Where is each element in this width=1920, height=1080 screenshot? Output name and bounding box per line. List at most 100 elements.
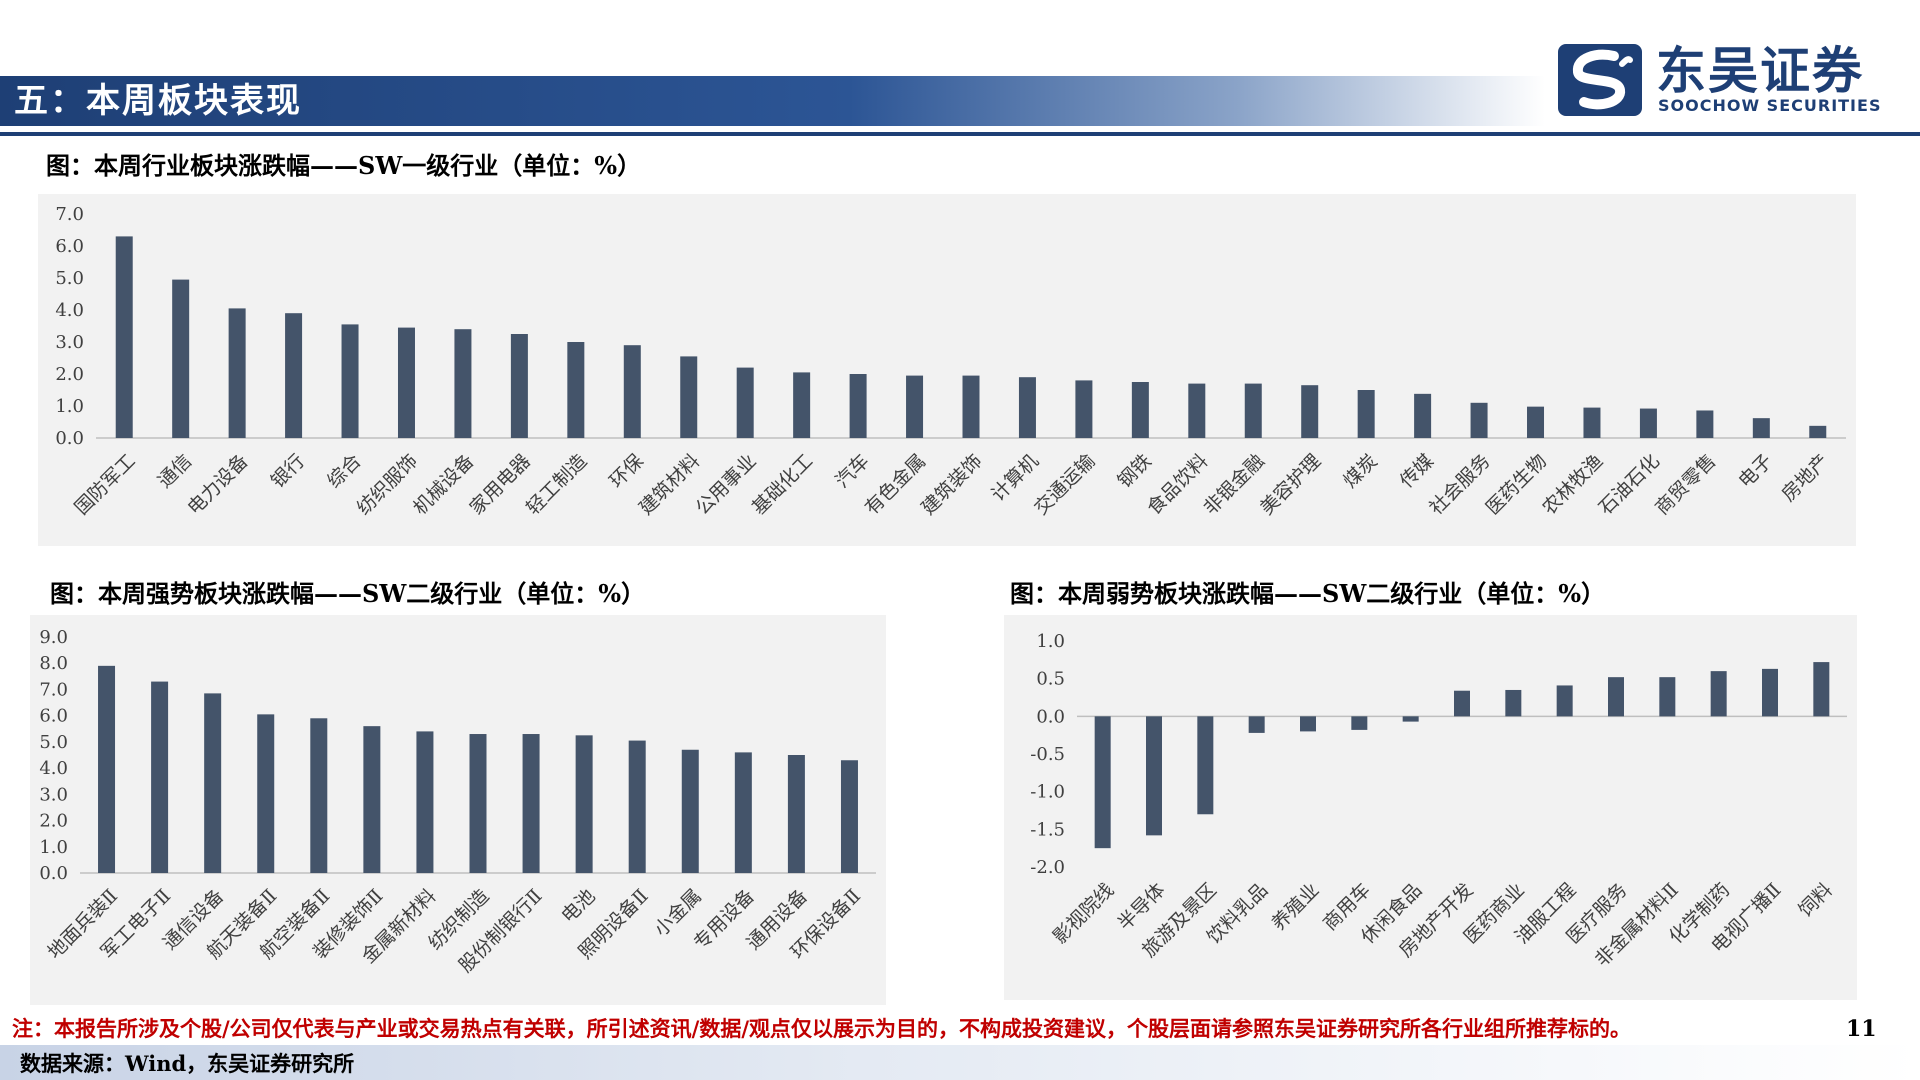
x-category-label: 食品饮料: [1143, 450, 1212, 519]
x-category-label: 汽车: [831, 450, 873, 492]
x-category-label: 医药生物: [1482, 450, 1551, 519]
logo-name-cn: 东吴证券: [1656, 42, 1864, 100]
y-tick-label: 1.0: [55, 396, 84, 417]
bar: [1659, 677, 1676, 717]
x-category-label: 交通运输: [1030, 450, 1099, 519]
bar: [1094, 716, 1111, 849]
bar: [204, 693, 222, 873]
bar: [681, 749, 699, 873]
x-category-label: 轻工制造: [522, 450, 591, 519]
y-tick-label: 4.0: [39, 758, 68, 779]
x-category-label: 建筑装饰: [917, 450, 986, 519]
y-tick-label: 1.0: [39, 837, 68, 858]
bar: [228, 308, 246, 438]
y-tick-label: 3.0: [55, 332, 84, 353]
bar: [1813, 662, 1830, 717]
data-source: 数据来源：Wind，东吴证券研究所: [20, 1051, 355, 1076]
bar: [1762, 668, 1778, 717]
x-category-label: 有色金属: [861, 450, 930, 519]
bar: [1018, 377, 1036, 438]
bar: [1583, 407, 1601, 438]
x-category-label: 石油石化: [1595, 450, 1664, 519]
x-category-label: 电力设备: [183, 450, 252, 519]
bar: [1357, 390, 1375, 438]
bar: [628, 740, 646, 873]
bar: [151, 681, 169, 873]
chart-panel-1: 7.0 6.0 5.0 4.0 3.0 2.0 1.0 0.0 国防军工 通信 电力设备 银行 综合 纺织…: [38, 194, 1856, 546]
bar: [1752, 418, 1770, 438]
bar: [469, 734, 487, 873]
bar: [98, 665, 116, 873]
bar: [1809, 425, 1827, 438]
header-rule: [0, 132, 1920, 136]
y-tick-label: -0.5: [1030, 744, 1065, 765]
bar: [172, 279, 190, 438]
bar: [1351, 716, 1368, 730]
x-category-label: 商贸零售: [1651, 450, 1720, 519]
bar: [840, 760, 858, 873]
disclaimer-note: 注：本报告所涉及个股/公司仅代表与产业或交易热点有关联，所引述资讯/数据/观点仅…: [12, 1016, 1632, 1041]
y-tick-label: 0.5: [1036, 669, 1065, 690]
y-tick-label: 8.0: [39, 653, 68, 674]
bar: [1197, 716, 1214, 815]
y-tick-label: -1.5: [1030, 819, 1065, 840]
x-category-label: 环保: [605, 450, 647, 492]
x-category-label: 非银金融: [1199, 450, 1268, 519]
y-tick-label: 1.0: [1036, 631, 1065, 652]
bar: [510, 334, 528, 438]
y-tick-label: -1.0: [1030, 782, 1065, 803]
bar: [1248, 716, 1265, 733]
logo-name-en: SOOCHOW SECURITIES: [1658, 96, 1882, 115]
chart-weak-sectors: 1.00.50.0-0.5-1.0-1.5-2.0影视院线半导体旅游及景区饮料乳…: [1030, 631, 1847, 971]
y-tick-label: 5.0: [55, 268, 84, 289]
y-tick-label: -2.0: [1030, 857, 1065, 878]
source-bar: [0, 1045, 1920, 1080]
bar: [1710, 671, 1727, 717]
x-category-label: 公用事业: [691, 450, 760, 519]
x-category-label: 美容护理: [1256, 450, 1325, 519]
bar: [1696, 410, 1714, 438]
x-category-label: 计算机: [987, 450, 1043, 506]
chart-title-1: 图：本周行业板块涨跌幅——SW一级行业（单位：%）: [46, 151, 642, 180]
page-number: 11: [1846, 1016, 1877, 1042]
x-category-label: 家用电器: [466, 450, 535, 519]
y-tick-label: 7.0: [55, 204, 84, 225]
y-tick-label: 2.0: [55, 364, 84, 385]
bar: [623, 345, 641, 438]
x-category-label: 国防军工: [70, 450, 139, 519]
chart-panel-2: 9.0 8.0 7.0 6.0 5.0 4.0 3.0 2.0 1.0 0.0 地面兵装Ⅱ 军工电子Ⅱ…: [30, 615, 886, 1005]
soochow-logo-icon: [1558, 44, 1642, 116]
x-category-label: 机械设备: [409, 450, 478, 519]
bar: [1402, 716, 1419, 722]
x-category-label: 通信: [154, 450, 196, 492]
bar: [1075, 380, 1093, 438]
x-category-label: 煤炭: [1339, 450, 1381, 492]
bar: [522, 734, 540, 873]
bar: [1639, 408, 1657, 438]
bar: [962, 375, 980, 438]
bar: [1608, 677, 1624, 717]
bar: [341, 324, 359, 438]
y-tick-label: 5.0: [39, 732, 68, 753]
bar: [680, 356, 698, 438]
y-tick-label: 6.0: [39, 706, 68, 727]
bar: [1244, 383, 1262, 438]
bar: [1414, 393, 1432, 438]
y-tick-label: 0.0: [1036, 706, 1065, 727]
bar: [1188, 383, 1206, 438]
x-category-label: 钢铁: [1113, 450, 1155, 492]
x-category-label: 电子: [1734, 450, 1776, 492]
x-category-label: 银行: [267, 450, 309, 492]
bar: [849, 374, 867, 438]
y-tick-label: 9.0: [39, 627, 68, 648]
y-tick-label: 4.0: [55, 300, 84, 321]
x-category-label: 社会服务: [1425, 450, 1494, 519]
bar: [257, 714, 275, 873]
bar: [1527, 406, 1545, 438]
chart-title-3: 图：本周弱势板块涨跌幅——SW二级行业（单位：%）: [1010, 579, 1606, 608]
x-category-label: 纺织服饰: [353, 450, 422, 519]
bar: [310, 718, 328, 873]
y-tick-label: 0.0: [55, 428, 84, 449]
bar: [1146, 716, 1162, 836]
